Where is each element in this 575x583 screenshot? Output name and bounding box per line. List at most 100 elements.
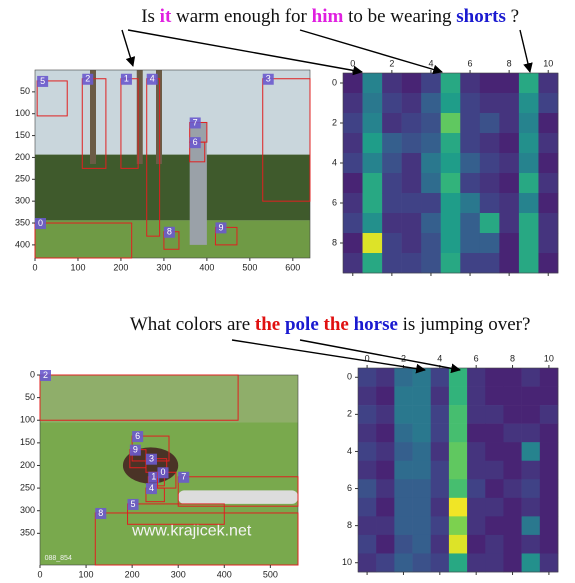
box-label: 9: [133, 445, 138, 455]
heatmap-cell: [421, 213, 442, 234]
heatmap-cell: [382, 173, 402, 194]
y-tick-label: 300: [20, 505, 35, 515]
heatmap-cell: [401, 113, 422, 134]
box-label-bg: [132, 431, 144, 443]
heatmap-cell: [448, 460, 468, 480]
heatmap-cell: [376, 442, 395, 462]
x-tick-label: 600: [285, 262, 300, 272]
heatmap-cell: [362, 73, 383, 94]
heatmap-cell: [460, 213, 481, 234]
box-label-bg: [35, 218, 46, 230]
box-label: 2: [85, 74, 90, 84]
heatmap-cell: [421, 233, 442, 254]
box-label-bg: [262, 73, 274, 85]
box-label: 3: [266, 74, 271, 84]
heatmap-cell: [382, 253, 402, 274]
heatmap-cell: [479, 133, 500, 154]
heatmap-cell: [521, 423, 541, 443]
heatmap-cell: [538, 73, 559, 94]
box-label-bg: [95, 507, 107, 519]
heatmap-cell: [518, 233, 539, 254]
watermark: 088_854: [45, 555, 72, 562]
question: Is it warm enough for him to be wearing shorts?: [0, 6, 575, 28]
heatmap-cell: [485, 534, 504, 554]
y-tick-label: 150: [15, 130, 30, 140]
heatmap-cell: [421, 193, 442, 214]
x-tick-label: 300: [171, 569, 186, 579]
heatmap-cell: [440, 153, 461, 174]
heatmap-cell: [343, 213, 363, 234]
question-word: over?: [488, 314, 531, 335]
heatmap-cell: [485, 516, 504, 536]
heatmap-cell: [448, 553, 468, 573]
heatmap-cell: [376, 479, 395, 499]
heatmap-cell: [382, 233, 402, 254]
heatmap-cell: [430, 534, 450, 554]
heatmap-cell: [503, 405, 522, 424]
heatmap-cell: [467, 386, 486, 406]
question-word: Is: [141, 6, 155, 27]
question-word: wearing: [390, 6, 452, 27]
heatmap-cell: [485, 423, 504, 443]
heatmap-cell: [343, 193, 363, 214]
heatmap-cell: [467, 553, 486, 573]
y-tick-label: 10: [342, 557, 352, 567]
heatmap-cell: [518, 113, 539, 134]
photo-tree: [156, 70, 162, 164]
heatmap-cell: [394, 368, 413, 387]
heatmap-cell: [448, 423, 468, 443]
heatmap-cell: [503, 423, 522, 443]
y-tick-label: 350: [15, 217, 30, 227]
heatmap-cell: [539, 405, 559, 424]
heatmap-cell: [362, 93, 383, 114]
heatmap-cell: [460, 193, 481, 214]
box-label-bg: [145, 453, 157, 465]
box-label-bg: [189, 137, 201, 149]
heatmap-cell: [460, 153, 481, 174]
heatmap-cell: [362, 113, 383, 134]
box-label: 3: [149, 454, 154, 464]
y-tick-label: 100: [15, 108, 30, 118]
heatmap-cell: [448, 368, 468, 387]
heatmap-cell: [401, 213, 422, 234]
photo-tree: [90, 70, 96, 164]
box-label-bg: [148, 471, 160, 483]
heatmap-cell: [460, 233, 481, 254]
heatmap-cell: [518, 73, 539, 94]
heatmap-cell: [539, 423, 559, 443]
heatmap-cell: [394, 553, 413, 573]
bounding-box: [177, 476, 299, 507]
x-tick-label: 8: [510, 353, 515, 363]
heatmap-cell: [376, 460, 395, 480]
heatmap-cell: [412, 368, 432, 387]
question-word: is: [402, 314, 416, 335]
heatmap-cell: [518, 133, 539, 154]
heatmap-cell: [376, 368, 395, 387]
question-word: the: [254, 314, 281, 335]
heatmap-cell: [376, 423, 395, 443]
bounding-box: [127, 503, 225, 525]
heatmap-cell: [467, 405, 486, 424]
bounding-box: [94, 512, 299, 566]
x-tick-label: 6: [474, 353, 479, 363]
question: What colors are the pole the horse is jumping ove…: [0, 314, 575, 336]
heatmap-cell: [343, 133, 363, 154]
heatmap-cell: [538, 133, 559, 154]
heatmap-cell: [430, 405, 450, 424]
x-tick-label: 400: [199, 262, 214, 272]
heatmap-cell: [401, 133, 422, 154]
heatmap-cell: [499, 253, 520, 274]
y-tick-label: 4: [347, 446, 352, 456]
heatmap-cell: [421, 253, 442, 274]
heatmap-cell: [539, 368, 559, 387]
heatmap-cell: [401, 73, 422, 94]
heatmap-cell: [503, 460, 522, 480]
heatmap-cell: [539, 460, 559, 480]
heatmap-cell: [503, 516, 522, 536]
heatmap-cell: [539, 516, 559, 536]
heatmap-cell: [358, 405, 377, 424]
heatmap-cell: [401, 193, 422, 214]
heatmap-cell: [440, 113, 461, 134]
heatmap-cell: [503, 442, 522, 462]
box-label-bg: [129, 444, 141, 456]
